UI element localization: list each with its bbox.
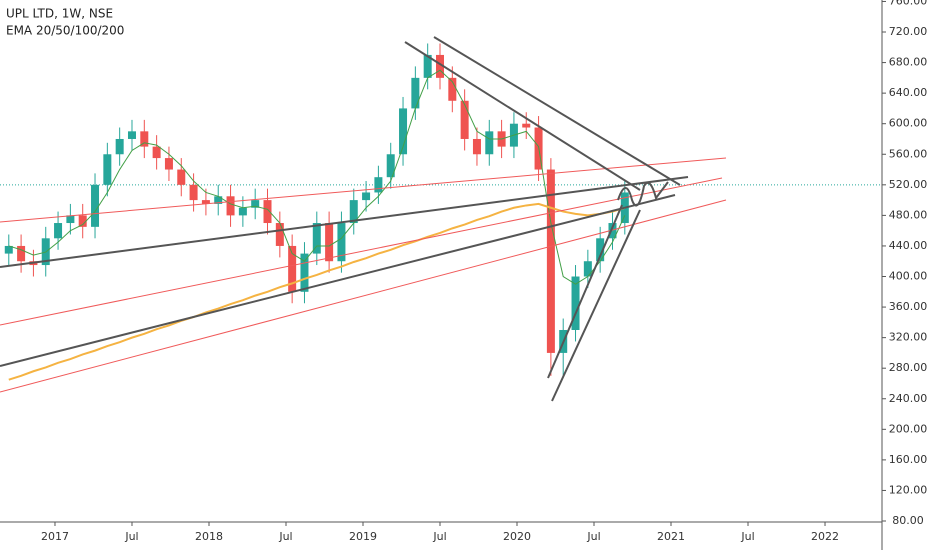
- candle-body: [411, 77, 420, 109]
- y-tick-label: 360.00: [889, 300, 928, 313]
- x-tick-label: 2017: [41, 530, 69, 543]
- trendline: [404, 41, 641, 191]
- x-tick-label: 2020: [503, 530, 531, 543]
- trendline: [547, 204, 623, 379]
- candle-body: [423, 54, 432, 78]
- candle-body: [436, 54, 444, 78]
- candle-body: [201, 200, 210, 204]
- candle-body: [399, 108, 408, 155]
- candle-body: [386, 154, 395, 178]
- trendline: [0, 176, 689, 268]
- candle-body: [251, 200, 260, 208]
- candle-body: [103, 154, 112, 185]
- x-tick-label: 2019: [349, 530, 377, 543]
- x-tick-label: Jul: [278, 530, 292, 543]
- x-tick-label: 2021: [657, 530, 685, 543]
- x-tick-label: 2018: [195, 530, 223, 543]
- candle-body: [91, 184, 100, 227]
- candle-body: [485, 131, 494, 155]
- y-tick-label: 480.00: [889, 208, 928, 221]
- x-tick-label: Jul: [432, 530, 446, 543]
- y-tick-label: 240.00: [889, 392, 928, 405]
- candle-body: [349, 200, 358, 224]
- candle-body: [214, 196, 223, 204]
- candle-body: [66, 215, 75, 224]
- y-tick-label: 560.00: [889, 147, 928, 160]
- x-tick-label: Jul: [740, 530, 754, 543]
- candle-body: [608, 223, 617, 239]
- y-tick-label: 440.00: [889, 239, 928, 252]
- trendline: [433, 36, 681, 186]
- candle-body: [140, 131, 149, 147]
- candle-body: [325, 223, 334, 262]
- candle-body: [275, 223, 284, 246]
- trendline: [0, 177, 723, 326]
- candle-body: [337, 223, 346, 262]
- y-tick-label: 160.00: [889, 453, 928, 466]
- candle-body: [226, 196, 235, 216]
- projection-wave: [617, 181, 669, 207]
- y-tick-label: 760.00: [889, 0, 928, 7]
- y-tick-label: 120.00: [889, 483, 928, 496]
- candle-body: [460, 100, 469, 139]
- trendlines: [0, 36, 727, 402]
- y-tick-label: 80.00: [892, 514, 924, 527]
- y-tick-label: 640.00: [889, 86, 928, 99]
- candle-body: [4, 245, 13, 254]
- y-tick-label: 280.00: [889, 361, 928, 374]
- x-tick-label: 2022: [811, 530, 839, 543]
- candle-body: [177, 169, 186, 185]
- x-tick-label: Jul: [586, 530, 600, 543]
- y-tick-label: 520.00: [889, 178, 928, 191]
- candle-body: [374, 177, 383, 193]
- y-tick-label: 600.00: [889, 117, 928, 130]
- time-axis: [0, 522, 882, 550]
- axes: 80.00 120.00 160.00 200.00 240.00 280.00 320.0…: [41, 0, 927, 543]
- candle-body: [127, 131, 136, 139]
- y-tick-label: 720.00: [889, 25, 928, 38]
- candle-body: [238, 207, 247, 216]
- trendline: [551, 209, 641, 402]
- candle-body: [17, 245, 26, 262]
- candle-body: [115, 138, 124, 155]
- candle-body: [522, 123, 531, 128]
- candle-body: [571, 276, 580, 330]
- candle-body: [583, 261, 592, 277]
- indicator-label: EMA 20/50/100/200: [6, 24, 124, 38]
- y-tick-label: 680.00: [889, 56, 928, 69]
- candle-body: [54, 223, 63, 239]
- candle-body: [448, 77, 457, 101]
- candle-body: [78, 215, 87, 227]
- candle-body: [596, 238, 605, 262]
- trendline: [0, 199, 727, 393]
- x-tick-label: Jul: [124, 530, 138, 543]
- candle-body: [472, 138, 481, 155]
- candle-body: [312, 223, 321, 254]
- candle-body: [362, 192, 371, 201]
- trendline: [0, 194, 676, 367]
- candle-body: [263, 200, 272, 224]
- ema-line: [8, 202, 626, 381]
- candle-body: [152, 146, 161, 159]
- y-tick-label: 400.00: [889, 270, 928, 283]
- chart-title: UPL LTD, 1W, NSE: [6, 7, 113, 21]
- y-tick-label: 320.00: [889, 331, 928, 344]
- ema-line: [8, 69, 626, 285]
- candle-body: [546, 169, 555, 353]
- price-axis: [882, 0, 932, 550]
- candle-body: [189, 184, 198, 201]
- candle-body: [164, 158, 173, 170]
- candle-body: [300, 253, 309, 292]
- y-tick-label: 200.00: [889, 422, 928, 435]
- candle-body: [288, 245, 297, 292]
